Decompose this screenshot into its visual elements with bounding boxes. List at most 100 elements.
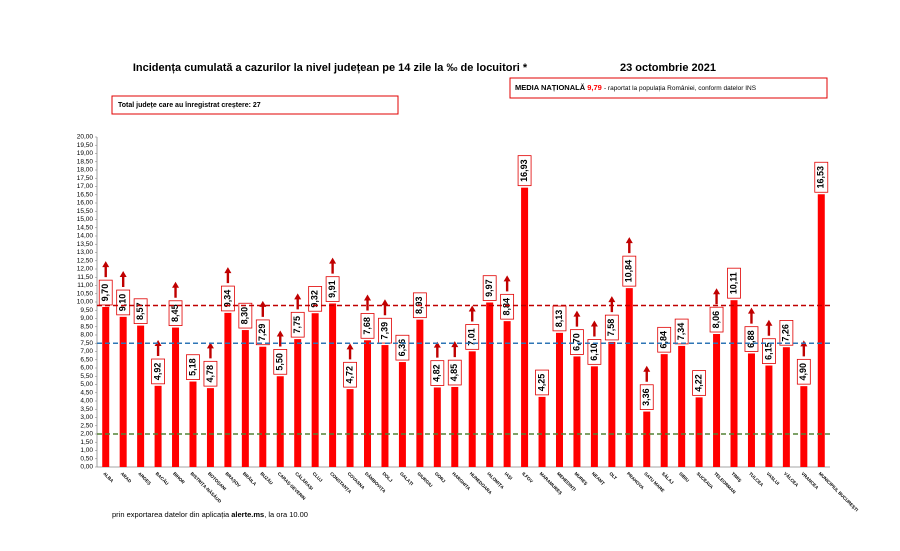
bar: [311, 313, 319, 467]
footer: prin exportarea datelor din aplicația al…: [112, 510, 308, 519]
y-tick-label: 8,50: [80, 323, 93, 330]
increase-arrow: [172, 281, 180, 298]
value-label: 16,93: [519, 159, 529, 182]
x-tick-label: TULCEA: [748, 471, 765, 488]
x-tick-label: IAȘI: [503, 471, 513, 481]
x-tick-label: BISTRIȚA-NĂSĂUD: [189, 470, 223, 504]
y-tick-label: 12,50: [77, 257, 94, 264]
increase-arrow: [329, 257, 337, 274]
value-label-box: [395, 334, 410, 361]
bar: [172, 327, 180, 467]
bar: [119, 316, 127, 467]
value-label: 9,70: [100, 284, 110, 302]
bar: [817, 194, 825, 467]
x-tick-label: GORJ: [434, 471, 447, 484]
y-tick-label: 7,00: [80, 348, 93, 355]
y-tick-label: 4,00: [80, 398, 93, 405]
increase-note: Total județe care au înregistrat creșter…: [118, 102, 261, 109]
value-label: 6,70: [571, 333, 581, 351]
value-label: 3,36: [641, 388, 651, 406]
bar: [276, 376, 284, 467]
value-label-box: [744, 326, 759, 352]
bar: [555, 332, 563, 467]
value-label-box: [116, 289, 131, 316]
increase-arrow: [643, 365, 651, 382]
value-label: 9,10: [118, 294, 128, 312]
value-label: 7,58: [606, 319, 616, 337]
value-label: 8,13: [554, 310, 564, 328]
increase-arrow: [590, 320, 598, 337]
y-tick-label: 13,00: [77, 249, 94, 256]
increase-arrow: [451, 341, 459, 358]
bar: [364, 340, 372, 467]
value-label-box: [273, 349, 288, 375]
y-tick-label: 0,50: [80, 455, 93, 462]
value-label-box: [692, 370, 707, 396]
y-tick-label: 8,00: [80, 332, 93, 339]
bar: [468, 351, 476, 467]
value-label-box: [220, 285, 235, 312]
x-tick-label: PRAHOVA: [626, 471, 646, 491]
x-tick-label: BUZĂU: [259, 470, 274, 485]
national-value: 9,79: [587, 83, 602, 92]
value-label: 4,25: [536, 374, 546, 392]
y-tick-label: 6,50: [80, 356, 93, 363]
y-tick-label: 19,00: [77, 150, 94, 157]
value-label-box: [604, 314, 619, 341]
y-tick-label: 5,50: [80, 373, 93, 380]
value-label: 6,84: [659, 331, 669, 349]
x-tick-label: VASLUI: [765, 471, 780, 486]
value-label: 4,22: [693, 374, 703, 392]
value-label: 7,75: [292, 316, 302, 334]
value-label: 5,50: [275, 353, 285, 371]
bar: [451, 386, 459, 467]
value-label: 7,68: [362, 317, 372, 335]
value-label: 16,53: [816, 166, 826, 189]
y-tick-label: 1,50: [80, 439, 93, 446]
value-label: 4,92: [152, 363, 162, 381]
y-tick-label: 20,00: [77, 134, 94, 141]
value-label: 7,29: [257, 324, 267, 342]
increase-arrow: [381, 299, 389, 316]
bar: [538, 396, 546, 467]
value-label: 10,11: [728, 272, 738, 294]
value-label-box: [343, 361, 357, 388]
x-tick-label: ALBA: [102, 471, 115, 484]
bar: [189, 381, 197, 467]
increase-arrow: [346, 343, 354, 360]
value-label: 4,82: [432, 364, 442, 382]
bar: [590, 366, 598, 467]
value-label: 9,91: [327, 280, 337, 298]
bar: [381, 345, 389, 467]
bar: [573, 356, 581, 467]
value-label-box: [709, 306, 724, 333]
value-label-box: [622, 255, 637, 287]
y-tick-label: 2,50: [80, 422, 93, 429]
x-tick-label: SIBIU: [678, 471, 690, 483]
value-label: 6,88: [746, 330, 756, 348]
bar: [294, 339, 302, 467]
y-tick-label: 9,50: [80, 307, 93, 314]
increase-arrow: [206, 342, 214, 359]
value-label-box: [657, 326, 672, 353]
x-tick-label: SĂLAJ: [661, 470, 676, 485]
y-tick-label: 12,00: [77, 266, 94, 273]
x-tick-label: DOLJ: [381, 471, 393, 483]
value-label-box: [151, 358, 165, 385]
bar: [259, 346, 267, 467]
national-label: MEDIA NAȚIONALĂ: [515, 83, 586, 92]
increase-arrow: [765, 319, 773, 336]
bar: [713, 334, 721, 467]
value-label: 4,78: [205, 365, 215, 383]
increase-arrow: [573, 310, 581, 327]
chart-title: Incidența cumulată a cazurilor la nivel …: [133, 62, 528, 74]
increase-arrow: [747, 307, 755, 324]
x-tick-label: VÂLCEA: [783, 470, 801, 488]
value-label-box: [255, 319, 270, 346]
value-label: 9,34: [222, 290, 232, 308]
value-label-box: [814, 161, 829, 193]
increase-arrow: [364, 294, 372, 311]
footer-app: alerte.ms: [231, 510, 264, 519]
x-tick-label: BRĂILA: [242, 470, 259, 487]
bar: [416, 319, 424, 467]
